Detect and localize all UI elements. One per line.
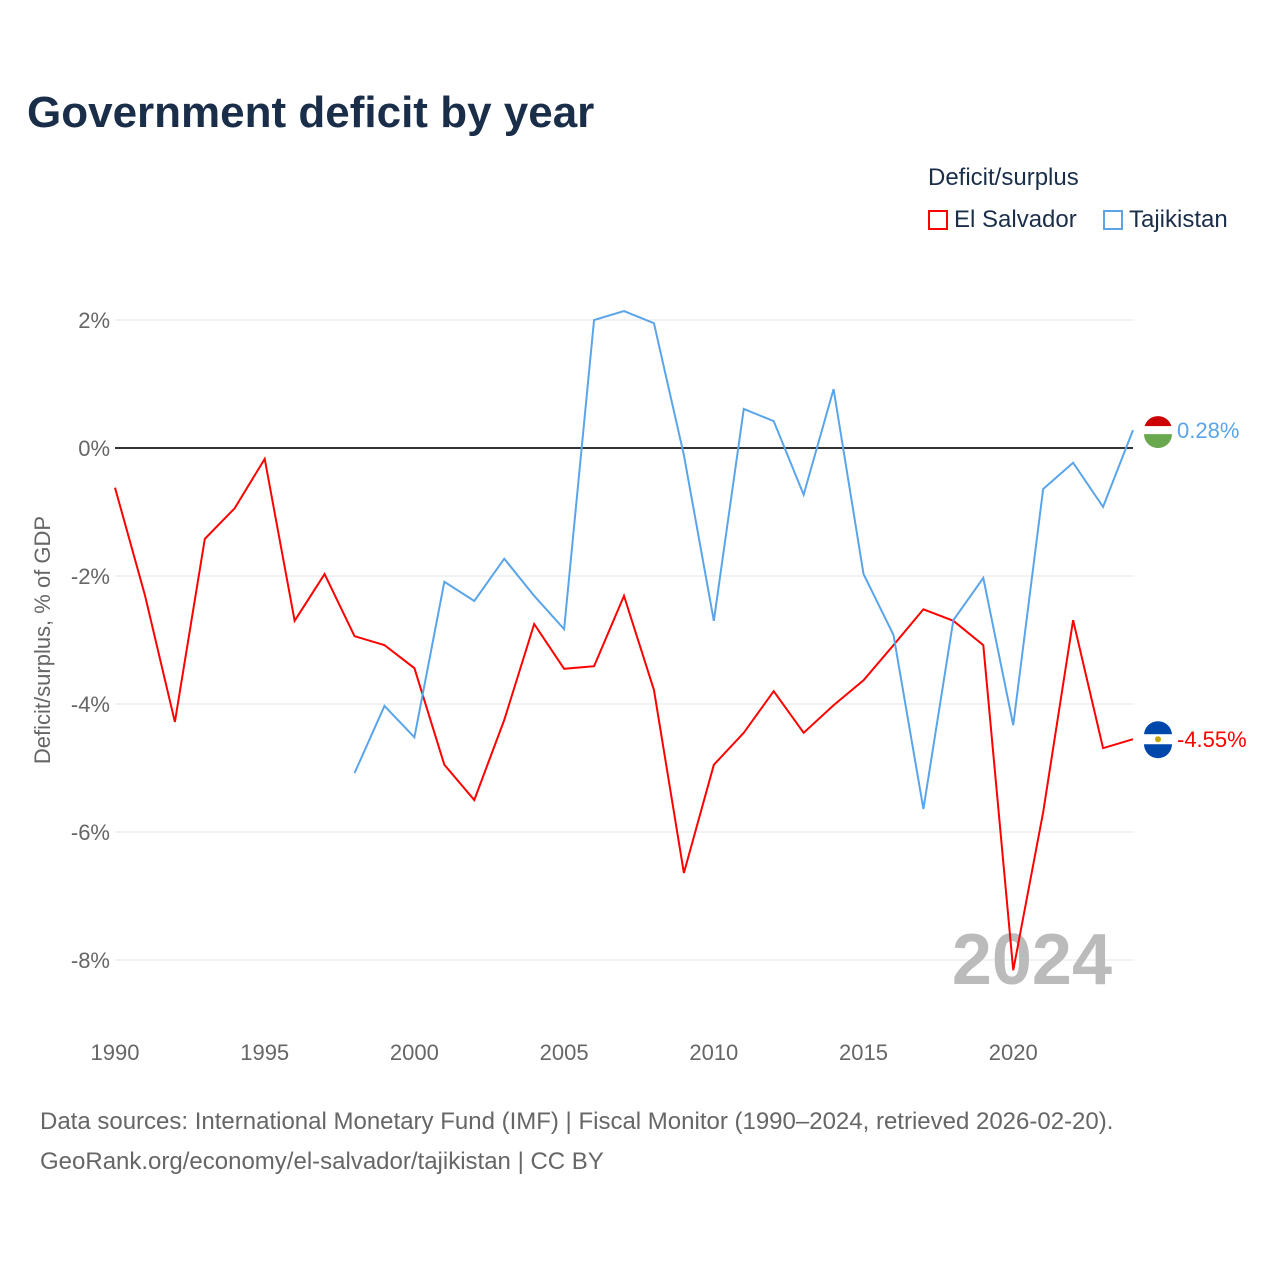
footer-sources: Data sources: International Monetary Fun…: [40, 1108, 1114, 1135]
end-value-label: -4.55%: [1177, 727, 1247, 752]
x-tick-label: 2015: [839, 1040, 888, 1065]
y-tick-label: -2%: [71, 564, 110, 589]
legend-title: Deficit/surplus: [928, 164, 1079, 191]
year-watermark: 2024: [952, 920, 1112, 1000]
x-tick-label: 1995: [240, 1040, 289, 1065]
legend-swatch: [1103, 210, 1123, 230]
y-tick-label: -6%: [71, 820, 110, 845]
series-line-el-salvador: [114, 456, 1134, 971]
flag-stripe: [1144, 744, 1172, 759]
chart-title: Government deficit by year: [27, 88, 595, 137]
x-tick-label: 2005: [540, 1040, 589, 1065]
series-line-tajikistan: [353, 309, 1134, 810]
y-axis-label: Deficit/surplus, % of GDP: [30, 516, 55, 764]
el-salvador-flag-icon: [1144, 721, 1172, 736]
x-tick-label: 2010: [689, 1040, 738, 1065]
flag-stripe: [1144, 426, 1172, 435]
flag-emblem: [1155, 736, 1161, 743]
legend-label: El Salvador: [954, 206, 1077, 233]
x-tick-label: 2020: [989, 1040, 1038, 1065]
flag-stripe: [1144, 434, 1172, 449]
y-tick-label: -8%: [71, 948, 110, 973]
y-tick-label: -4%: [71, 692, 110, 717]
legend-label: Tajikistan: [1129, 206, 1228, 233]
end-value-label: 0.28%: [1177, 418, 1239, 443]
y-tick-label: 0%: [78, 436, 110, 461]
footer-url[interactable]: GeoRank.org/economy/el-salvador/tajikist…: [40, 1148, 604, 1175]
legend-swatch: [928, 210, 948, 230]
x-tick-label: 1990: [91, 1040, 140, 1065]
legend-item-tajikistan[interactable]: Tajikistan: [1103, 206, 1228, 234]
y-tick-label: 2%: [78, 308, 110, 333]
x-tick-label: 2000: [390, 1040, 439, 1065]
legend-item-el-salvador[interactable]: El Salvador: [928, 206, 1077, 234]
